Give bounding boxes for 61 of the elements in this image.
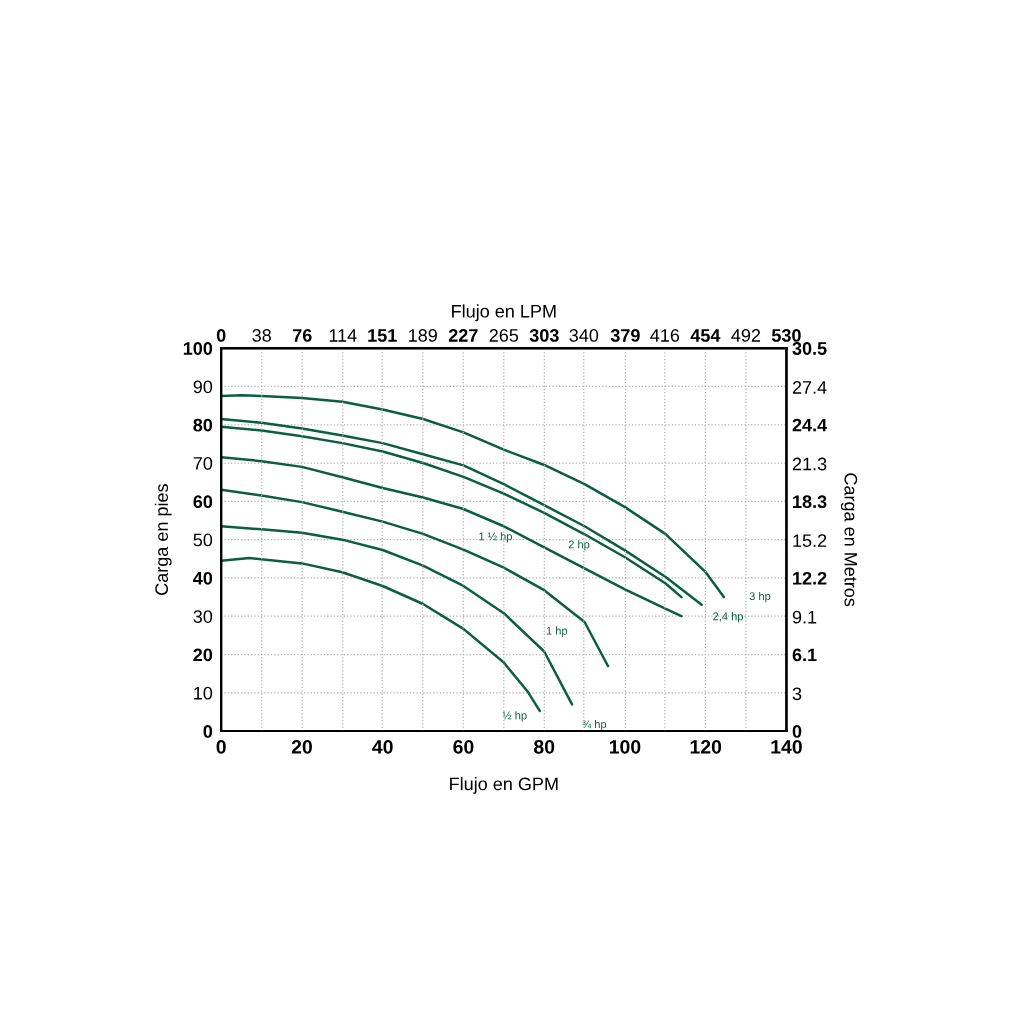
y2-tick-label: 18.3	[793, 495, 827, 509]
y-tick-label: 70	[193, 456, 213, 470]
y2-tick-label: 15.2	[793, 534, 827, 547]
x2-axis-title: Flujo en LPM	[452, 304, 556, 322]
x-tick-label: 0	[216, 739, 226, 754]
x2-tick-label: 265	[489, 329, 519, 342]
line-series	[221, 556, 541, 713]
y2-tick-label: 21.3	[792, 457, 827, 471]
x2-tick-label: 76	[292, 329, 312, 342]
x2-tick-label: 303	[529, 329, 559, 342]
x2-tick-label: 454	[690, 329, 721, 342]
x-axis-title: Flujo en GPM	[450, 777, 558, 794]
y-tick-label: 90	[193, 380, 213, 394]
y2-tick-label: 0	[792, 725, 802, 738]
line-series	[221, 394, 726, 599]
x-tick-label: 80	[533, 739, 555, 754]
x2-tick-label: 0	[216, 329, 226, 342]
series-label: ½ hp	[502, 711, 527, 722]
x2-tick-label: 189	[409, 329, 437, 342]
y-tick-label: 0	[203, 725, 213, 738]
series-label: 1 ½ hp	[479, 532, 512, 543]
y2-tick-label: 3	[792, 687, 802, 701]
y-axis-title: Carga en pies	[154, 484, 172, 595]
y2-tick-label: 12.2	[793, 571, 827, 585]
y-tick-label: 100	[183, 342, 213, 355]
y-tick-label: 40	[193, 571, 213, 585]
y-tick-label: 50	[193, 533, 213, 547]
y2-tick-label: 30.5	[792, 342, 827, 355]
line-series	[221, 456, 683, 618]
y2-tick-label: 6.1	[792, 648, 817, 662]
y-tick-label: 60	[193, 495, 213, 509]
x2-tick-label: 114	[329, 329, 357, 342]
x-tick-label: 60	[453, 739, 474, 754]
x2-tick-label: 227	[448, 329, 478, 342]
x-tick-label: 100	[609, 739, 641, 754]
x2-tick-label: 151	[368, 329, 397, 342]
text: 3 hp	[749, 591, 771, 603]
line-series	[221, 488, 610, 668]
x2-tick-label: 492	[731, 329, 761, 342]
series-label: 2,4 hp	[713, 612, 744, 623]
x2-tick-label: 416	[650, 329, 680, 342]
x-tick-label: 40	[372, 739, 393, 754]
y2-tick-label: 24.4	[792, 418, 828, 432]
x-tick-label: 140	[771, 739, 802, 754]
y-tick-label: 20	[193, 648, 213, 662]
series-label: 1 hp	[546, 626, 568, 637]
y-tick-label: 10	[194, 686, 213, 700]
y2-axis-title: Carga en Metros	[840, 473, 858, 607]
series-label: ¾ hp	[582, 719, 607, 731]
x2-tick-label: 530	[771, 329, 801, 342]
x2-tick-label: 38	[252, 329, 271, 342]
x-tick-label: 20	[291, 739, 312, 754]
line-series	[221, 524, 574, 706]
y-tick-label: 30	[193, 610, 213, 623]
y2-tick-label: 9.1	[792, 610, 817, 624]
y-tick-label: 80	[193, 418, 213, 432]
x2-tick-label: 340	[569, 329, 599, 342]
y2-tick-label: 27.4	[792, 381, 827, 394]
x-tick-label: 120	[690, 739, 722, 754]
x2-tick-label: 379	[610, 329, 640, 342]
series-label: 2 hp	[568, 540, 590, 551]
